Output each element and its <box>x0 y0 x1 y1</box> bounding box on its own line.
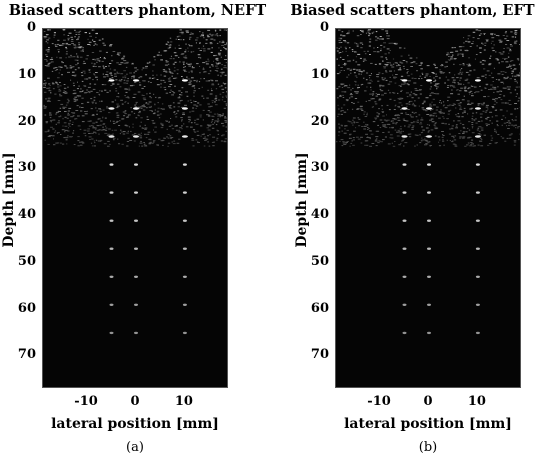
ultrasound-image-svg <box>336 29 520 335</box>
point-target <box>109 303 114 306</box>
panel-caption: (b) <box>418 440 438 455</box>
point-target <box>475 191 480 194</box>
x-tick-label: 0 <box>130 394 140 409</box>
point-target <box>475 247 480 250</box>
x-tick-label: 0 <box>423 394 433 409</box>
point-target <box>108 135 115 138</box>
point-target <box>181 107 188 110</box>
point-target <box>474 135 481 138</box>
point-target <box>474 79 481 82</box>
x-tick-label: -10 <box>367 394 391 409</box>
ultrasound-image-plot <box>335 28 521 388</box>
y-axis-label: Depth [mm] <box>1 152 17 248</box>
point-target <box>109 275 114 278</box>
point-target <box>182 275 187 278</box>
point-target <box>475 219 480 222</box>
point-target <box>426 79 432 82</box>
y-axis-label: Depth [mm] <box>294 152 310 248</box>
point-target <box>134 331 138 335</box>
point-target <box>427 247 431 250</box>
point-target <box>402 163 407 166</box>
point-target <box>182 191 187 194</box>
point-target <box>109 331 114 335</box>
point-target <box>109 247 114 250</box>
point-target <box>427 191 431 194</box>
point-target <box>182 331 187 335</box>
y-tick-label: 40 <box>310 207 329 222</box>
point-target <box>134 247 138 250</box>
y-tick-label: 0 <box>319 20 329 35</box>
point-target <box>401 79 408 82</box>
ultrasound-image-plot <box>42 28 228 388</box>
x-tick-label: 10 <box>174 394 193 409</box>
point-target <box>426 135 432 138</box>
x-axis-label: lateral position [mm] <box>344 416 512 432</box>
point-target <box>182 303 187 306</box>
point-target <box>133 107 139 110</box>
point-target <box>134 163 138 166</box>
ultrasound-image-svg <box>43 29 227 335</box>
point-target <box>427 275 431 278</box>
point-target <box>133 79 139 82</box>
point-target <box>182 163 187 166</box>
point-target <box>109 191 114 194</box>
panel-title: Biased scatters phantom, EFT <box>290 2 535 19</box>
x-axis-label: lateral position [mm] <box>51 416 219 432</box>
point-target <box>402 303 407 306</box>
point-target <box>475 303 480 306</box>
point-target <box>109 163 114 166</box>
point-target <box>109 219 114 222</box>
x-tick-label: -10 <box>74 394 98 409</box>
point-target <box>426 107 432 110</box>
point-target <box>427 163 431 166</box>
point-target <box>182 247 187 250</box>
point-target <box>427 303 431 306</box>
point-target <box>181 79 188 82</box>
point-target <box>134 191 138 194</box>
point-target <box>474 107 481 110</box>
point-target <box>475 275 480 278</box>
panel-caption: (a) <box>126 440 144 455</box>
y-tick-label: 10 <box>17 66 36 82</box>
speckle-region <box>43 29 227 147</box>
point-target <box>402 331 407 335</box>
figure-panel-a: Biased scatters phantom, NEFT Depth [mm]… <box>1 2 267 455</box>
point-target <box>133 135 139 138</box>
point-target <box>134 275 138 278</box>
y-tick-label: 60 <box>310 300 329 316</box>
point-target <box>134 219 138 222</box>
point-target <box>108 107 115 110</box>
y-tick-label: 20 <box>310 113 329 129</box>
y-tick-label: 60 <box>17 300 36 316</box>
figure-panel-b: Biased scatters phantom, EFT Depth [mm] … <box>275 0 550 462</box>
point-target <box>402 219 407 222</box>
point-target <box>475 331 480 335</box>
point-target <box>427 331 431 335</box>
point-target <box>475 163 480 166</box>
point-target <box>402 191 407 194</box>
panel-title: Biased scatters phantom, NEFT <box>8 2 267 19</box>
y-tick-label: 30 <box>310 160 329 176</box>
point-target <box>182 219 187 222</box>
y-tick-label: 70 <box>310 347 329 363</box>
y-tick-label: 20 <box>17 113 36 129</box>
point-target <box>108 79 115 82</box>
y-tick-label: 50 <box>310 253 329 269</box>
y-tick-label: 40 <box>17 207 36 222</box>
point-target <box>402 247 407 250</box>
y-tick-label: 30 <box>17 160 36 176</box>
speckle-region <box>336 29 520 147</box>
point-target <box>181 135 188 138</box>
y-tick-label: 50 <box>17 253 36 269</box>
point-target <box>401 107 408 110</box>
point-target <box>134 303 138 306</box>
point-target <box>402 275 407 278</box>
point-target <box>427 219 431 222</box>
x-tick-label: 10 <box>467 394 486 409</box>
y-tick-label: 10 <box>310 66 329 82</box>
y-tick-label: 0 <box>26 20 36 35</box>
y-tick-label: 70 <box>17 347 36 363</box>
point-target <box>401 135 408 138</box>
